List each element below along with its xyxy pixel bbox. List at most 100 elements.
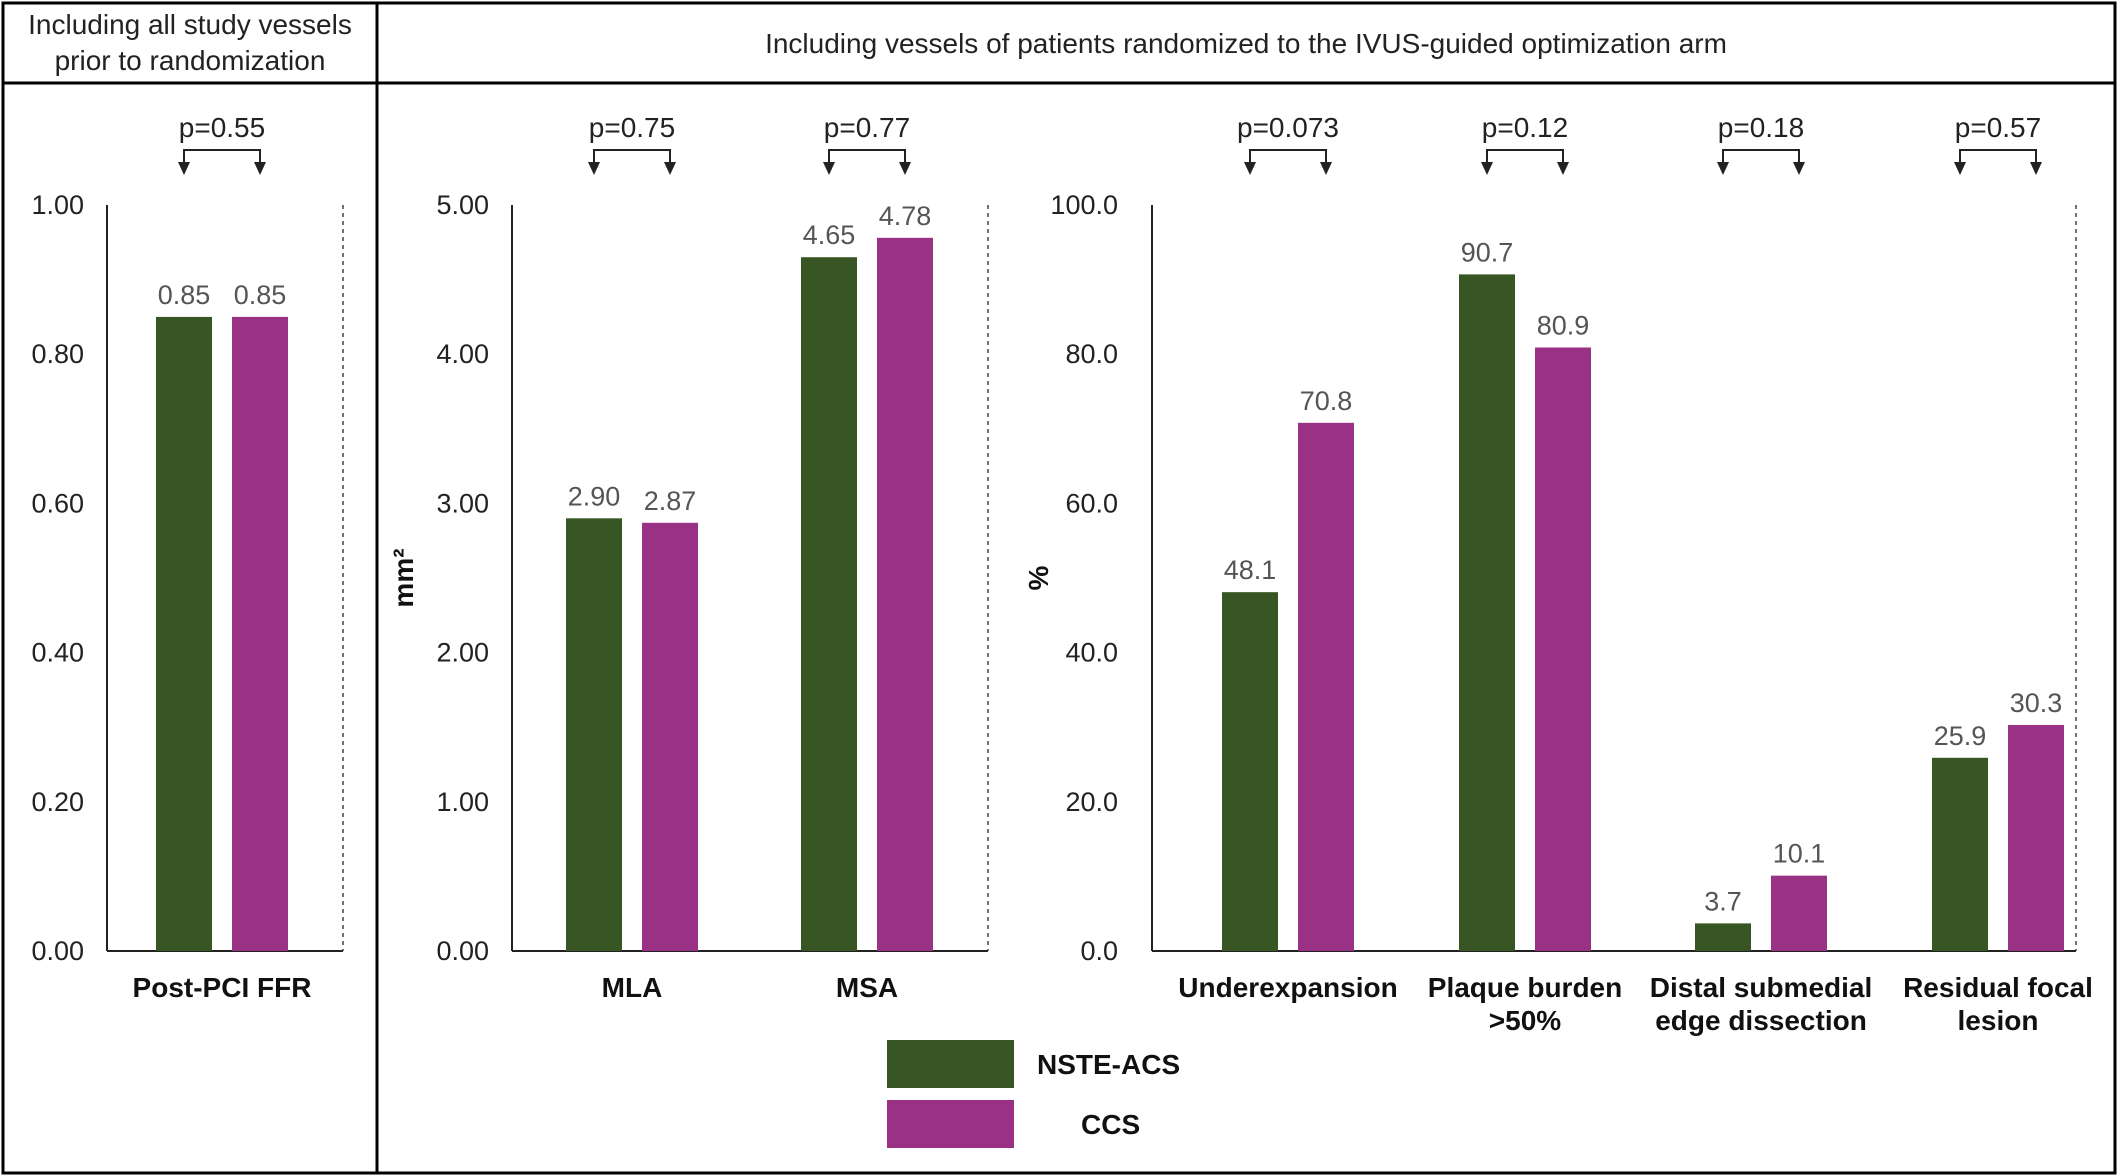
y-tick-label: 4.00 xyxy=(436,339,489,369)
data-label: 48.1 xyxy=(1224,555,1277,585)
data-label: 80.9 xyxy=(1537,310,1590,340)
data-label: 2.87 xyxy=(644,486,697,516)
data-label: 3.7 xyxy=(1704,886,1742,916)
bracket-arrow-left xyxy=(1717,162,1729,175)
p-value-label: p=0.77 xyxy=(824,112,910,143)
legend-label-ccs: CCS xyxy=(1081,1109,1140,1140)
x-category-label: Post-PCI FFR xyxy=(133,972,312,1003)
bracket-arrow-left xyxy=(1481,162,1493,175)
p-value-label: p=0.12 xyxy=(1482,112,1568,143)
bar-nste-acs-4 xyxy=(1932,757,1988,951)
bar-ccs-1 xyxy=(642,522,698,951)
data-label: 0.85 xyxy=(234,280,287,310)
bar-ccs-2 xyxy=(1535,347,1591,952)
p-value-bracket xyxy=(588,149,676,175)
chart-panel-3: 0.0 20.0 40.0 60.0 80.0 100.0% 48.1 90.7 3.7 25.9… xyxy=(1023,112,2093,1036)
p-value-bracket xyxy=(1717,149,1805,175)
bracket-arrow-right xyxy=(1793,162,1805,175)
x-category-label: Underexpansion xyxy=(1178,972,1397,1003)
bracket-arrow-right xyxy=(1557,162,1569,175)
charts: 0.00 0.20 0.40 0.60 0.80 1.00 0.85 0.85 Post-PCI… xyxy=(31,112,2092,1036)
x-category-label: Distal submedial xyxy=(1650,972,1873,1003)
data-label: 10.1 xyxy=(1773,839,1826,869)
p-value-bracket xyxy=(1481,149,1569,175)
chart-panel-2: 0.00 1.00 2.00 3.00 4.00 5.00 mm² 2.90 4.65 2.87 4… xyxy=(388,112,989,1003)
header-left-line-2: prior to randomization xyxy=(55,45,326,76)
x-category-label: MLA xyxy=(602,972,663,1003)
x-category-label: lesion xyxy=(1958,1005,2039,1036)
y-tick-label: 100.0 xyxy=(1050,190,1118,220)
header-left-line-1: Including all study vessels xyxy=(28,9,352,40)
data-label: 25.9 xyxy=(1934,721,1987,751)
bracket-arrow-right xyxy=(899,162,911,175)
y-axis-label: mm² xyxy=(388,548,419,607)
y-axis-label: % xyxy=(1023,565,1054,590)
y-tick-label: 5.00 xyxy=(436,190,489,220)
bar-nste-acs-1 xyxy=(1222,592,1278,951)
y-tick-label: 20.0 xyxy=(1065,787,1118,817)
y-tick-label: 0.20 xyxy=(31,787,84,817)
data-label: 2.90 xyxy=(568,481,621,511)
p-value-label: p=0.57 xyxy=(1955,112,2041,143)
bar-nste-acs-1 xyxy=(566,518,622,951)
x-category-label: MSA xyxy=(836,972,898,1003)
bracket-arrow-left xyxy=(178,162,190,175)
bracket-arrow-right xyxy=(2030,162,2042,175)
bracket-arrow-right xyxy=(1320,162,1332,175)
bracket-arrow-left xyxy=(1244,162,1256,175)
bracket-arrow-right xyxy=(664,162,676,175)
y-tick-label: 0.0 xyxy=(1080,936,1118,966)
x-category-label: Plaque burden xyxy=(1428,972,1622,1003)
bracket-arrow-right xyxy=(254,162,266,175)
p-value-label: p=0.55 xyxy=(179,112,265,143)
bar-ccs-2 xyxy=(877,237,933,952)
y-tick-label: 40.0 xyxy=(1065,638,1118,668)
data-label: 70.8 xyxy=(1300,386,1353,416)
bar-ccs-1 xyxy=(1298,422,1354,951)
bracket-line xyxy=(1249,149,1327,163)
p-value-label: p=0.073 xyxy=(1237,112,1339,143)
y-tick-label: 1.00 xyxy=(436,787,489,817)
bracket-line xyxy=(1959,149,2037,163)
chart-panel-1: 0.00 0.20 0.40 0.60 0.80 1.00 0.85 0.85 Post-PCI… xyxy=(31,112,344,1003)
y-tick-label: 3.00 xyxy=(436,488,489,518)
header-right: Including vessels of patients randomized… xyxy=(765,28,1727,59)
data-label: 4.65 xyxy=(803,220,856,250)
y-tick-label: 0.00 xyxy=(436,936,489,966)
bracket-line xyxy=(183,149,261,163)
legend-swatch-ccs xyxy=(887,1100,1014,1148)
bracket-line xyxy=(1722,149,1800,163)
bar-nste-acs-1 xyxy=(156,316,212,951)
data-label: 90.7 xyxy=(1461,237,1514,267)
bar-ccs-3 xyxy=(1771,875,1827,951)
p-value-bracket xyxy=(178,149,266,175)
y-tick-label: 0.00 xyxy=(31,936,84,966)
data-label: 0.85 xyxy=(158,280,211,310)
y-tick-label: 0.80 xyxy=(31,339,84,369)
bracket-line xyxy=(593,149,671,163)
legend: NSTE-ACS CCS xyxy=(887,1040,1180,1148)
x-category-label: edge dissection xyxy=(1655,1005,1867,1036)
p-value-label: p=0.18 xyxy=(1718,112,1804,143)
bracket-arrow-left xyxy=(588,162,600,175)
bar-ccs-4 xyxy=(2008,724,2064,951)
x-category-label: Residual focal xyxy=(1903,972,2093,1003)
p-value-label: p=0.75 xyxy=(589,112,675,143)
x-category-label: >50% xyxy=(1489,1005,1561,1036)
p-value-bracket xyxy=(823,149,911,175)
legend-swatch-nste-acs xyxy=(887,1040,1014,1088)
bracket-arrow-left xyxy=(823,162,835,175)
bracket-line xyxy=(828,149,906,163)
legend-label-nste-acs: NSTE-ACS xyxy=(1037,1049,1180,1080)
p-value-bracket xyxy=(1244,149,1332,175)
y-tick-label: 60.0 xyxy=(1065,488,1118,518)
data-label: 30.3 xyxy=(2010,688,2063,718)
bracket-line xyxy=(1486,149,1564,163)
y-tick-label: 2.00 xyxy=(436,638,489,668)
data-label: 4.78 xyxy=(879,201,932,231)
y-tick-label: 0.60 xyxy=(31,488,84,518)
bar-nste-acs-3 xyxy=(1695,923,1751,951)
p-value-bracket xyxy=(1954,149,2042,175)
